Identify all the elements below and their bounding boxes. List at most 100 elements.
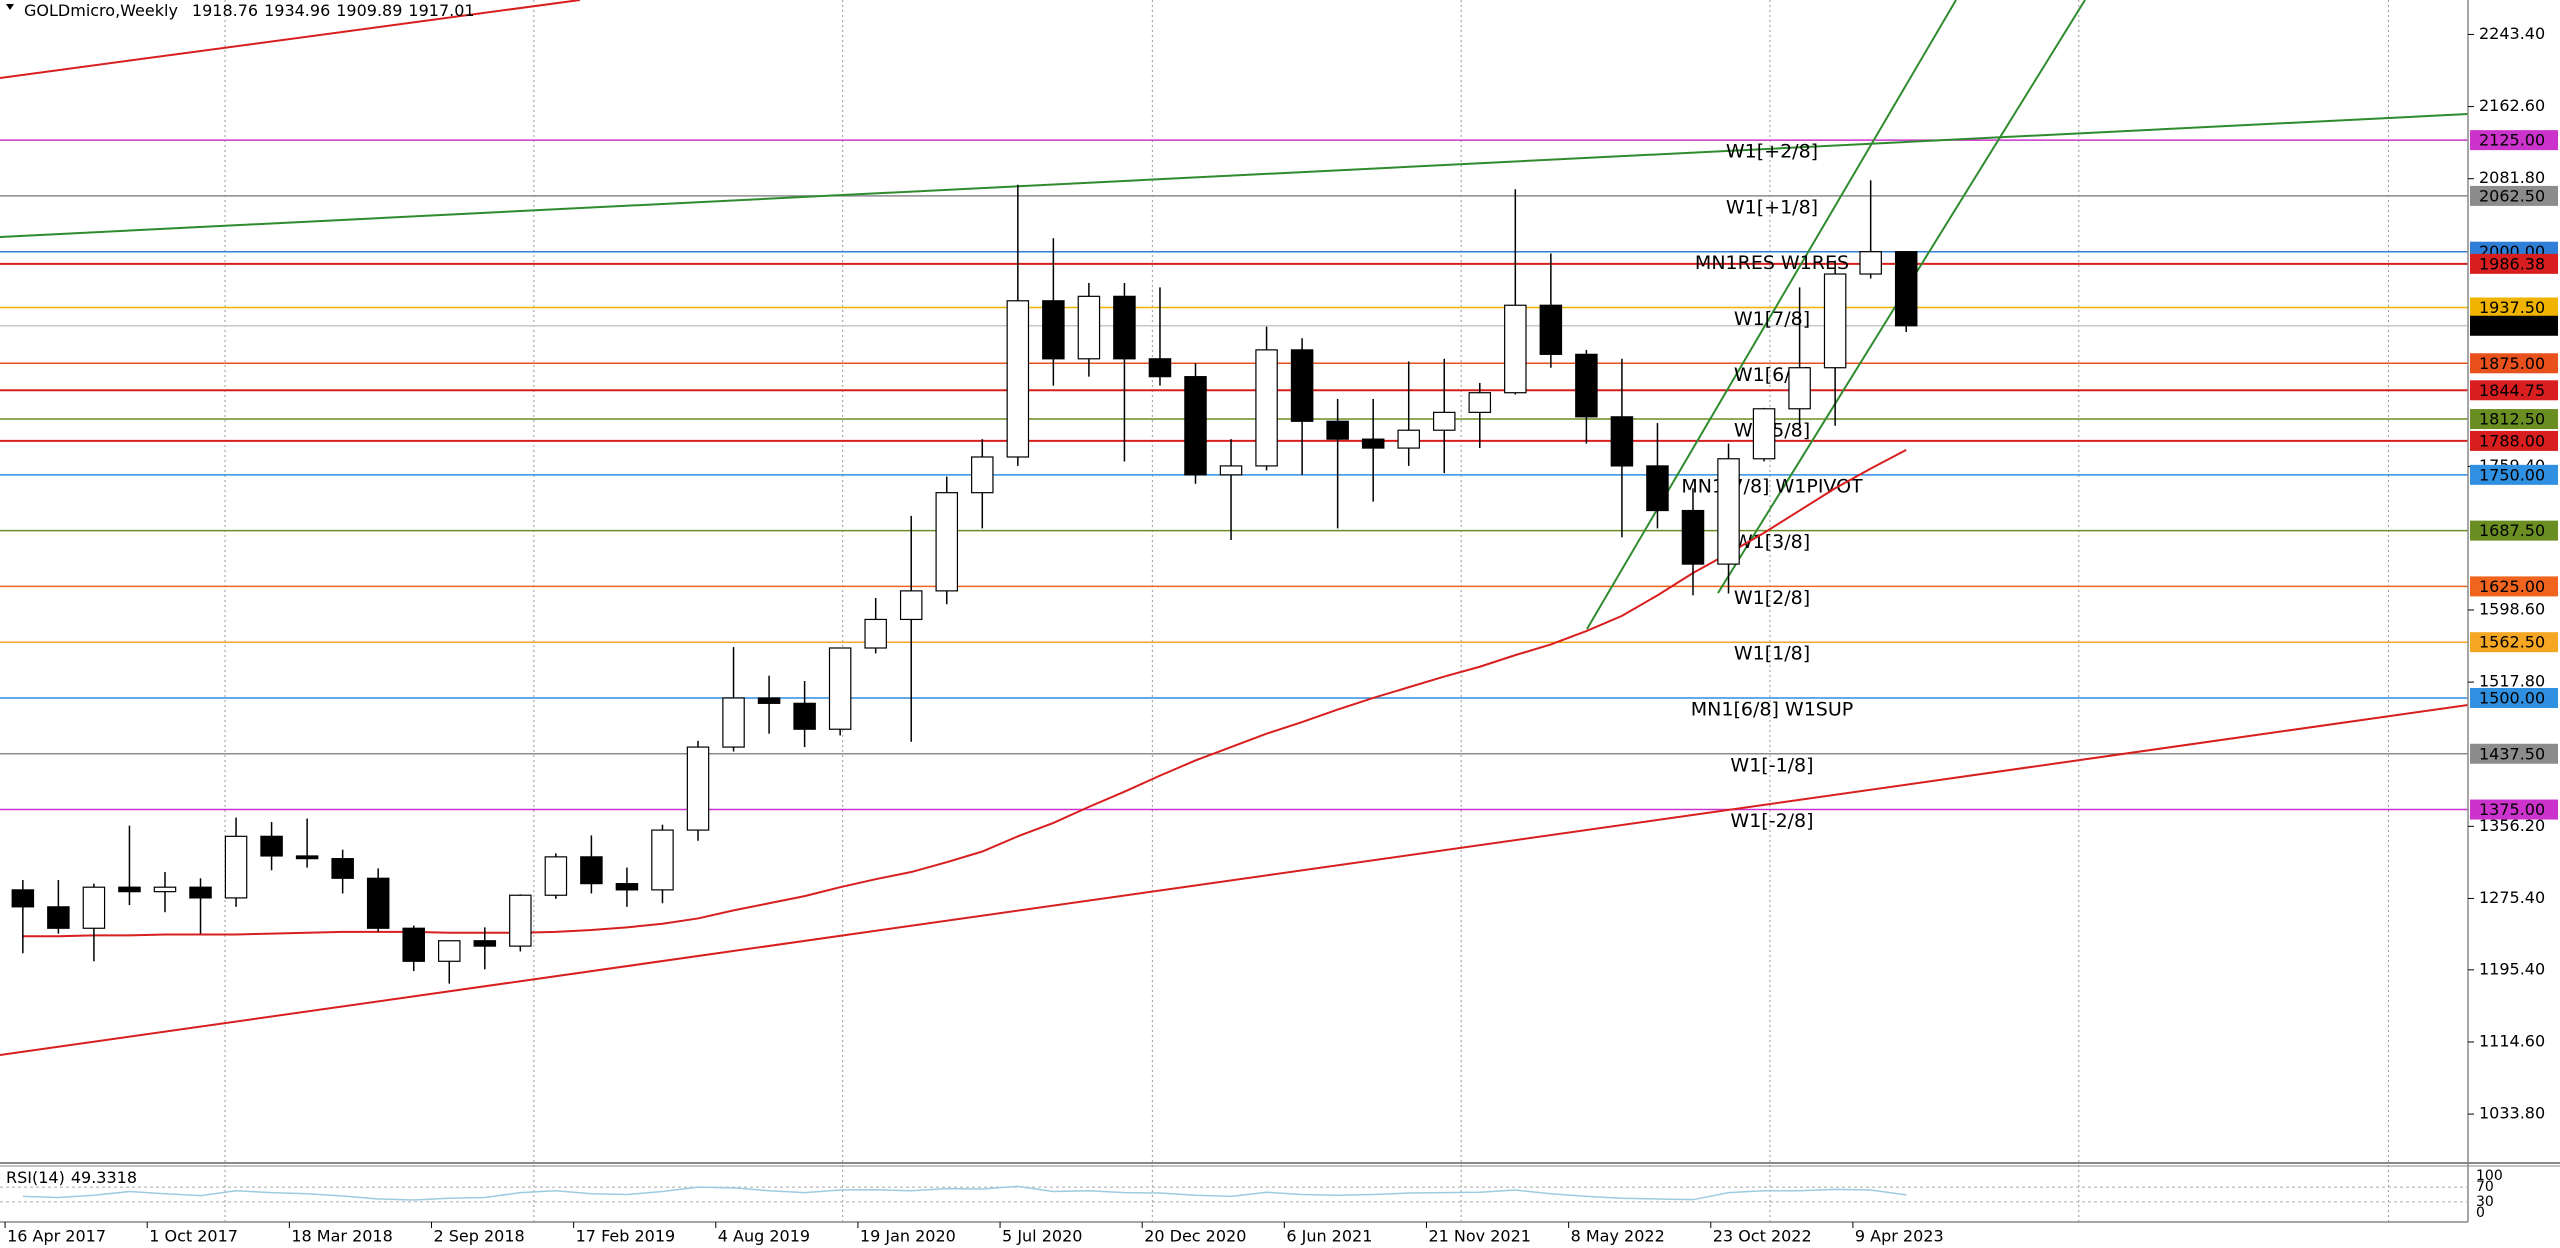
candle-body [438, 940, 461, 962]
x-tick-label: 16 Apr 2017 [7, 1227, 106, 1246]
rsi-value: 49.3318 [71, 1168, 137, 1187]
candle-body [1539, 304, 1563, 355]
price-box [2470, 253, 2558, 274]
price-box-label: 1562.50 [2479, 633, 2545, 652]
candle-body [1752, 408, 1776, 460]
price-box-label: 1500.00 [2479, 688, 2545, 707]
y-tick-label: 1356.20 [2479, 816, 2545, 835]
x-tick-label: 17 Feb 2019 [576, 1227, 676, 1246]
trendline [0, 704, 2469, 1056]
price-box [2470, 464, 2558, 485]
candle-body [1681, 509, 1705, 565]
rsi-tick-label: 30 [2476, 1194, 2494, 1210]
candle-body [153, 886, 177, 893]
ohlc-value: 1909.89 [336, 1, 402, 20]
price-box [2470, 430, 2558, 451]
candle-body [1504, 304, 1527, 394]
candle-body [1361, 438, 1385, 449]
candle-body [1042, 300, 1065, 360]
x-tick-label: 23 Oct 2022 [1713, 1227, 1812, 1246]
menu-arrow[interactable] [6, 4, 14, 10]
candle-body [793, 702, 816, 730]
candle-body [1077, 295, 1101, 360]
y-tick-label: 1275.40 [2479, 888, 2545, 907]
trendline [1586, 0, 1957, 630]
x-tick-label: 9 Apr 2023 [1855, 1227, 1944, 1246]
candle-body [1397, 429, 1420, 449]
candle-body [331, 858, 354, 879]
price-box [2470, 632, 2558, 653]
level-text: W1[-2/8] [1730, 810, 1813, 832]
candle-body [864, 618, 887, 649]
price-box-label: 1625.00 [2479, 577, 2545, 596]
candle-body [1717, 458, 1740, 565]
x-tick-label: 20 Dec 2020 [1144, 1227, 1246, 1246]
candle-body [224, 835, 248, 899]
price-box-label: 1437.50 [2479, 744, 2545, 763]
price-box [2470, 520, 2558, 541]
candle-body [295, 855, 319, 860]
rsi-tick-label: 100 [2476, 1168, 2503, 1184]
price-box [2470, 315, 2558, 336]
ohlc-value: 1917.01 [408, 1, 474, 20]
candle-body [935, 492, 959, 592]
price-box [2470, 743, 2558, 764]
price-box [2470, 185, 2558, 206]
candle-body [1219, 465, 1243, 476]
level-text: W1[+2/8] [1726, 141, 1818, 163]
candle-body [260, 835, 283, 857]
x-tick-label: 2 Sep 2018 [433, 1227, 524, 1246]
y-tick-label: 1517.80 [2479, 672, 2545, 691]
price-box [2470, 297, 2558, 318]
level-text: W1[3/8] [1734, 531, 1810, 553]
x-tick-label: 21 Nov 2021 [1428, 1227, 1530, 1246]
y-tick-label: 1195.40 [2479, 959, 2545, 978]
moving-average [22, 448, 1907, 938]
y-tick-label: 1114.60 [2479, 1031, 2545, 1050]
price-box-label: 1986.38 [2479, 254, 2545, 273]
x-tick-label: 5 Jul 2020 [1002, 1227, 1082, 1246]
price-box [2470, 799, 2558, 820]
x-tick-label: 8 May 2022 [1571, 1227, 1665, 1246]
candle-body [1788, 367, 1811, 410]
candle-body [1859, 251, 1882, 275]
y-tick-label: 2162.60 [2479, 96, 2545, 115]
rsi-label: RSI(14) 49.3318 [6, 1168, 137, 1187]
candle-body [1575, 353, 1598, 418]
y-tick-label: 1033.80 [2479, 1104, 2545, 1123]
trendline [0, 0, 581, 79]
trendline [0, 113, 2469, 238]
price-box [2470, 409, 2558, 430]
candle-body [402, 927, 425, 962]
price-box-label: 1750.00 [2479, 465, 2545, 484]
y-tick-label: 2243.40 [2479, 24, 2545, 43]
x-tick-label: 6 Jun 2021 [1286, 1227, 1372, 1246]
ohlc-value: 1918.76 [192, 1, 258, 20]
candle-body [1290, 349, 1314, 422]
price-box-label: 1788.00 [2479, 431, 2545, 450]
candle-body [1006, 300, 1030, 458]
price-box-label: 1687.50 [2479, 521, 2545, 540]
x-tick-label: 4 Aug 2019 [718, 1227, 810, 1246]
price-box-label: 1917.01 [2479, 316, 2545, 335]
candle-body [118, 886, 141, 893]
candle-body [189, 886, 212, 899]
price-box [2470, 576, 2558, 597]
grid [0, 0, 2468, 1222]
level-text: W1[1/8] [1734, 643, 1810, 665]
price-box [2470, 687, 2558, 708]
level-text: MN1[7/8] W1PIVOT [1681, 475, 1863, 497]
candle-body [686, 746, 710, 831]
candle-body [1113, 295, 1136, 360]
candle-body [899, 590, 923, 621]
price-box-label: 1937.50 [2479, 298, 2545, 317]
level-text: W1[2/8] [1734, 587, 1810, 609]
level-text: MN1RES W1RES [1695, 252, 1849, 274]
candle-body [11, 889, 35, 908]
candle-body [971, 456, 994, 494]
candle-body [1646, 465, 1669, 512]
y-tick-label: 2081.80 [2479, 168, 2545, 187]
candle-body [1255, 349, 1278, 467]
